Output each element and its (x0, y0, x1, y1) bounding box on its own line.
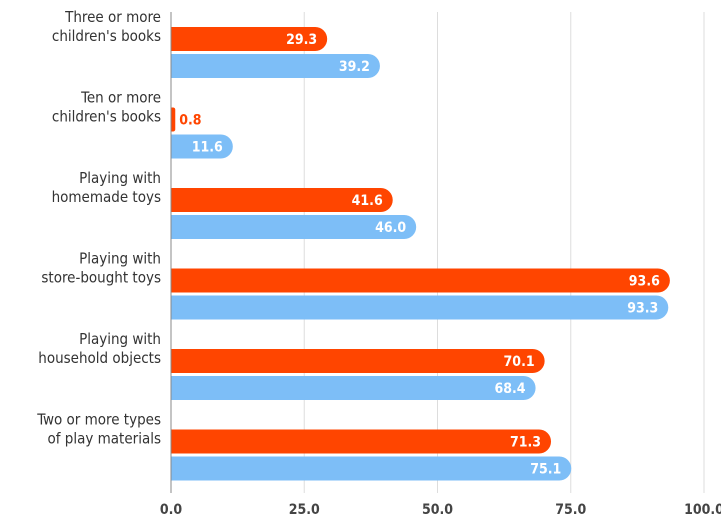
x-tick-label: 50.0 (422, 502, 453, 518)
x-tick-label: 100.0 (684, 502, 721, 518)
bar (171, 349, 545, 373)
data-label: 46.0 (375, 220, 406, 236)
category-label: Ten or more (80, 89, 161, 107)
category-label: Two or more types (36, 411, 161, 429)
category-label: children's books (52, 108, 161, 126)
bar (171, 215, 417, 239)
data-label: 39.2 (339, 59, 370, 75)
bar (171, 429, 552, 454)
data-label: 93.6 (629, 274, 660, 290)
bar (171, 456, 572, 481)
data-label: 11.6 (192, 140, 223, 156)
category-label: Playing with (79, 169, 161, 187)
x-axis-ticks: 0.0 25.0 50.0 75.0 100.0 (160, 502, 721, 518)
bar (171, 376, 536, 400)
bar (171, 107, 176, 132)
bar (171, 268, 670, 293)
gridlines (303, 12, 705, 493)
data-label: 68.4 (494, 381, 525, 397)
category-label: of play materials (48, 430, 162, 448)
data-label: 41.6 (352, 193, 383, 209)
bar (171, 54, 380, 78)
data-label: 71.3 (510, 435, 541, 451)
data-label: 29.3 (286, 32, 317, 48)
bar (171, 27, 328, 51)
category-label: Three or more (64, 8, 161, 26)
x-tick-label: 0.0 (160, 502, 183, 518)
category-label: household objects (38, 349, 161, 367)
bar (171, 188, 393, 212)
x-tick-label: 75.0 (555, 502, 586, 518)
category-label: store-bought toys (41, 269, 161, 287)
data-label: 93.3 (627, 301, 658, 317)
data-label: 70.1 (504, 354, 535, 370)
category-label: Playing with (79, 330, 161, 348)
data-label: 75.1 (530, 462, 561, 478)
bar (171, 134, 233, 159)
data-label: 0.8 (179, 113, 201, 129)
x-tick-label: 25.0 (289, 502, 320, 518)
bars: 29.3 39.2 0.8 11.6 41.6 46.0 93.6 93.3 70.1 68.4 7… (171, 27, 670, 481)
category-label: Playing with (79, 250, 161, 268)
category-label: children's books (52, 27, 161, 45)
category-label: homemade toys (52, 188, 161, 206)
bar (171, 295, 669, 320)
